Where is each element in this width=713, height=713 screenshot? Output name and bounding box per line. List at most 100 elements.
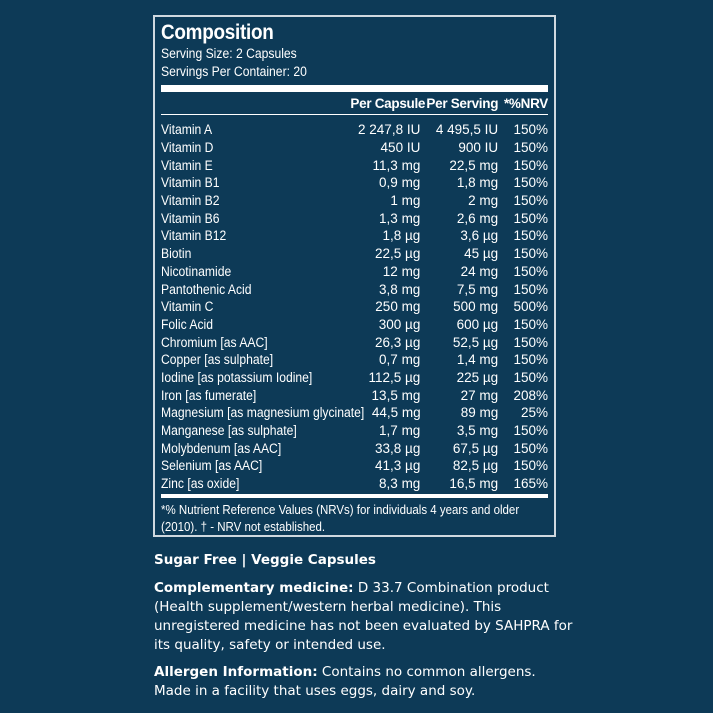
per-serving-value: 22,5 mg <box>449 157 499 173</box>
nutrient-name: Zinc [as oxide] <box>161 476 240 492</box>
nutrient-name: Folic Acid <box>161 316 214 332</box>
nrv-value: 150% <box>513 263 548 279</box>
nrv-value: 150% <box>513 246 548 262</box>
per-serving-value: 16,5 mg <box>449 476 499 492</box>
nutrient-name: Vitamin B1 <box>161 175 220 191</box>
nrv-value: 150% <box>513 352 548 368</box>
per-capsule-value: 1,7 mg <box>379 423 421 439</box>
table-row: Vitamin D 450 IU 900 IU 150% <box>161 139 548 157</box>
nrv-value: 208% <box>513 387 548 403</box>
complementary-text: D 33.7 Combination product (Health suppl… <box>154 580 573 653</box>
per-capsule-value: 11,3 mg <box>372 157 421 173</box>
table-row: Biotin 22,5 µg 45 µg 150% <box>161 245 548 263</box>
divider-thick <box>161 85 548 92</box>
table-row: Selenium [as AAC] 41,3 µg 82,5 µg 150% <box>161 457 548 475</box>
per-serving-value: 27 mg <box>460 387 499 403</box>
per-serving-value: 2 mg <box>468 193 499 209</box>
serving-size: Serving Size: 2 Capsules <box>161 46 297 61</box>
nrv-value: 150% <box>513 316 548 332</box>
per-capsule-value: 41,3 µg <box>375 458 421 474</box>
complementary-medicine-note: Complementary medicine: D 33.7 Combinati… <box>154 579 574 655</box>
header-nrv: *%NRV <box>503 95 548 111</box>
allergen-text: Contains no common allergens. Made in a … <box>154 664 536 699</box>
per-serving-value: 45 µg <box>464 246 499 262</box>
per-capsule-value: 3,8 mg <box>379 281 421 297</box>
table-row: Folic Acid 300 µg 600 µg 150% <box>161 316 548 334</box>
nutrient-name: Iron [as fumerate] <box>161 387 257 403</box>
table-row: Vitamin E 11,3 mg 22,5 mg 150% <box>161 156 548 174</box>
per-serving-value: 3,5 mg <box>456 423 499 439</box>
per-capsule-value: 8,3 mg <box>379 476 421 492</box>
nutrient-name: Molybdenum [as AAC] <box>161 440 282 456</box>
nutrient-name: Manganese [as sulphate] <box>161 423 297 439</box>
nrv-value: 150% <box>513 193 548 209</box>
allergen-note: Allergen Information: Contains no common… <box>154 663 574 701</box>
per-serving-value: 1,4 mg <box>456 352 499 368</box>
nrv-value: 150% <box>513 122 548 138</box>
nutrient-name: Magnesium [as magnesium glycinate] <box>161 405 365 421</box>
per-capsule-value: 450 IU <box>380 140 421 156</box>
per-capsule-value: 1,3 mg <box>379 210 421 226</box>
table-row: Vitamin B2 1 mg 2 mg 150% <box>161 192 548 210</box>
per-serving-value: 82,5 µg <box>452 458 499 474</box>
divider-mid <box>161 494 548 499</box>
table-row: Vitamin B1 0,9 mg 1,8 mg 150% <box>161 174 548 192</box>
table-row: Chromium [as AAC] 26,3 µg 52,5 µg 150% <box>161 333 548 351</box>
nrv-value: 150% <box>513 228 548 244</box>
nutrient-name: Vitamin E <box>161 157 213 173</box>
composition-panel: Composition Serving Size: 2 Capsules Ser… <box>153 15 556 537</box>
per-capsule-value: 112,5 µg <box>368 369 421 385</box>
per-serving-value: 52,5 µg <box>452 334 499 350</box>
nrv-value: 150% <box>513 175 548 191</box>
per-capsule-value: 26,3 µg <box>375 334 421 350</box>
divider-thin <box>161 114 548 115</box>
nutrient-name: Selenium [as AAC] <box>161 458 263 474</box>
per-serving-value: 500 mg <box>453 299 499 315</box>
nrv-value: 500% <box>513 299 548 315</box>
per-capsule-value: 300 µg <box>378 316 421 332</box>
header-per-capsule: Per Capsule <box>350 95 426 111</box>
per-capsule-value: 2 247,8 IU <box>358 122 421 138</box>
per-capsule-value: 1 mg <box>390 193 421 209</box>
nutrient-name: Chromium [as AAC] <box>161 334 268 350</box>
nrv-value: 150% <box>513 369 548 385</box>
nutrient-name: Biotin <box>161 246 192 262</box>
table-row: Nicotinamide 12 mg 24 mg 150% <box>161 263 548 281</box>
per-serving-value: 225 µg <box>456 369 499 385</box>
table-row: Iron [as fumerate] 13,5 mg 27 mg 208% <box>161 386 548 404</box>
table-row: Vitamin B12 1,8 µg 3,6 µg 150% <box>161 227 548 245</box>
per-serving-value: 2,6 mg <box>456 210 499 226</box>
table-row: Zinc [as oxide] 8,3 mg 16,5 mg 165% <box>161 475 548 493</box>
nutrient-name: Vitamin B6 <box>161 210 220 226</box>
nrv-value: 150% <box>513 458 548 474</box>
header-per-serving: Per Serving <box>426 95 499 111</box>
per-serving-value: 24 mg <box>460 263 499 279</box>
table-row: Copper [as sulphate] 0,7 mg 1,4 mg 150% <box>161 351 548 369</box>
per-capsule-value: 22,5 µg <box>375 246 421 262</box>
table-row: Manganese [as sulphate] 1,7 mg 3,5 mg 150% <box>161 422 548 440</box>
tagline: Sugar Free | Veggie Capsules <box>154 552 376 568</box>
per-capsule-value: 12 mg <box>382 263 421 279</box>
per-capsule-value: 1,8 µg <box>382 228 421 244</box>
per-capsule-value: 0,9 mg <box>379 175 421 191</box>
per-capsule-value: 250 mg <box>375 299 421 315</box>
per-capsule-value: 44,5 mg <box>371 405 421 421</box>
nutrient-name: Vitamin B2 <box>161 193 220 209</box>
nrv-value: 150% <box>513 140 548 156</box>
nrv-value: 165% <box>513 476 548 492</box>
table-row: Pantothenic Acid 3,8 mg 7,5 mg 150% <box>161 280 548 298</box>
nutrient-name: Vitamin A <box>161 122 213 138</box>
per-serving-value: 3,6 µg <box>460 228 499 244</box>
per-serving-value: 1,8 mg <box>456 175 499 191</box>
per-serving-value: 7,5 mg <box>456 281 499 297</box>
per-serving-value: 4 495,5 IU <box>435 122 499 138</box>
nrv-value: 150% <box>513 281 548 297</box>
nrv-value: 150% <box>513 157 548 173</box>
allergen-label: Allergen Information: <box>154 664 318 680</box>
nrv-value: 25% <box>520 405 548 421</box>
per-capsule-value: 33,8 µg <box>375 440 421 456</box>
per-capsule-value: 0,7 mg <box>379 352 421 368</box>
nutrient-name: Vitamin B12 <box>161 228 227 244</box>
table-row: Vitamin B6 1,3 mg 2,6 mg 150% <box>161 209 548 227</box>
